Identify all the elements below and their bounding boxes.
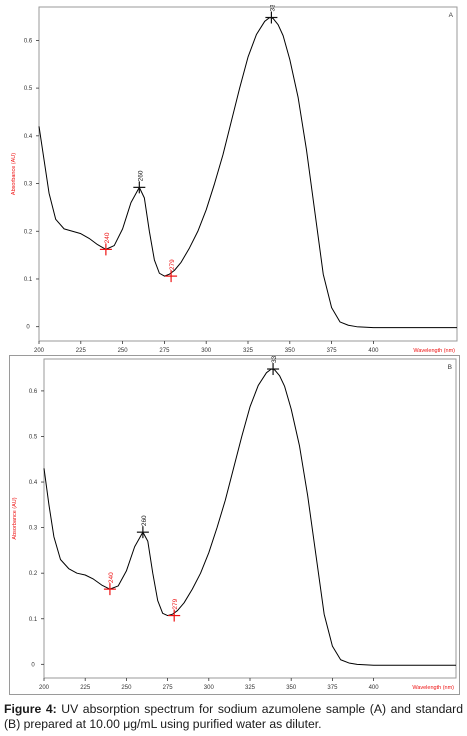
chart-a-x-tick-label: 350 xyxy=(285,348,296,354)
chart-a-peak-label-260: 260 xyxy=(137,170,144,181)
chart-panel-a: 200 225 250 275 300 325 350 375 400 0 0.1 0.2 0.3 0.4… xyxy=(9,5,460,354)
chart-b-y-tick-label: 0.6 xyxy=(29,389,38,395)
chart-b-x-tick-label: 275 xyxy=(163,685,174,691)
chart-a-y-axis-label: Absorbance (AU) xyxy=(11,153,17,195)
chart-a-y-tick-label: 0.4 xyxy=(24,134,33,140)
chart-b-y-axis-label: Absorbance (AU) xyxy=(12,497,18,539)
chart-b-x-tick-label: 325 xyxy=(245,685,256,691)
chart-a-peak-marker-279 xyxy=(165,270,178,283)
chart-a-x-tick-label: 300 xyxy=(201,348,212,354)
chart-a-panel-label: A xyxy=(449,12,454,19)
chart-a-peak-marker-339 xyxy=(265,11,278,24)
chart-panel-b: 200 225 250 275 300 325 350 375 400 0 0.1 0.2 0.3 0.4… xyxy=(9,355,460,695)
chart-a-y-tick-label: 0.1 xyxy=(24,277,33,283)
chart-a-peak-label-339: 339 xyxy=(269,5,276,11)
chart-b-peak-marker-260 xyxy=(136,526,149,539)
chart-b-x-tick-label: 250 xyxy=(121,685,132,691)
chart-a-y-tick-label: 0.5 xyxy=(24,86,33,92)
chart-b-y-tick-label: 0.3 xyxy=(29,526,38,532)
chart-a-x-tick-label: 275 xyxy=(159,348,170,354)
chart-b-peak-label-260: 260 xyxy=(141,515,148,526)
chart-a-x-tick-label: 200 xyxy=(34,348,45,354)
chart-a-x-axis-label: Wavelength (nm) xyxy=(413,348,455,354)
figure-caption: Figure 4: UV absorption spectrum for sod… xyxy=(4,702,463,732)
caption-label: Figure 4: xyxy=(4,702,57,716)
chart-b-peak-marker-240 xyxy=(103,583,116,596)
chart-a-y-tick-label: 0.6 xyxy=(24,38,33,44)
chart-b-x-tick-label: 400 xyxy=(369,685,380,691)
chart-a-y-tick-label: 0.3 xyxy=(24,182,33,188)
chart-b-y-tick-label: 0.2 xyxy=(29,571,38,577)
chart-b-peak-label-240: 240 xyxy=(108,572,115,583)
chart-b-y-tick-label: 0.5 xyxy=(29,434,38,440)
chart-a-x-tick-label: 400 xyxy=(368,348,379,354)
spectrum-chart-b: 200 225 250 275 300 325 350 375 400 0 0.1 0.2 0.3 0.4… xyxy=(12,356,457,691)
chart-b-y-tick-label: 0.4 xyxy=(29,480,38,486)
chart-b-peak-label-279: 279 xyxy=(172,598,179,609)
chart-a-peak-label-240: 240 xyxy=(104,232,111,243)
chart-b-y-tick-label: 0 xyxy=(31,662,35,668)
chart-b-spectrum-line-0 xyxy=(43,368,456,666)
chart-a-x-tick-label: 325 xyxy=(243,348,254,354)
spectrum-chart-a: 200 225 250 275 300 325 350 375 400 0 0.1 0.2 0.3 0.4… xyxy=(11,5,458,354)
chart-a-peak-label-279: 279 xyxy=(169,259,176,270)
chart-b-y-tick-label: 0.1 xyxy=(29,617,38,623)
chart-a-x-tick-label: 375 xyxy=(327,348,338,354)
chart-b-x-tick-label: 350 xyxy=(286,685,297,691)
chart-a-y-tick-label: 0.2 xyxy=(24,229,33,235)
chart-a-x-tick-label: 225 xyxy=(76,348,87,354)
chart-b-x-tick-label: 200 xyxy=(39,685,50,691)
chart-b-peak-marker-279 xyxy=(168,609,181,622)
chart-a-peak-marker-240 xyxy=(99,243,112,256)
chart-b-peak-label-339: 339 xyxy=(271,356,278,363)
chart-a-x-tick-label: 250 xyxy=(118,348,129,354)
chart-a-spectrum-line-0 xyxy=(38,17,457,329)
chart-b-x-tick-label: 300 xyxy=(204,685,215,691)
chart-a-y-tick-label: 0 xyxy=(26,325,30,331)
caption-text: UV absorption spectrum for sodium azumol… xyxy=(4,702,463,731)
chart-a-peak-marker-260 xyxy=(133,181,146,194)
chart-b-x-tick-label: 375 xyxy=(327,685,338,691)
chart-b-panel-label: B xyxy=(448,364,452,371)
chart-b-x-axis-label: Wavelength (nm) xyxy=(412,685,454,691)
chart-b-peak-marker-339 xyxy=(267,363,280,376)
chart-b-x-tick-label: 225 xyxy=(80,685,91,691)
